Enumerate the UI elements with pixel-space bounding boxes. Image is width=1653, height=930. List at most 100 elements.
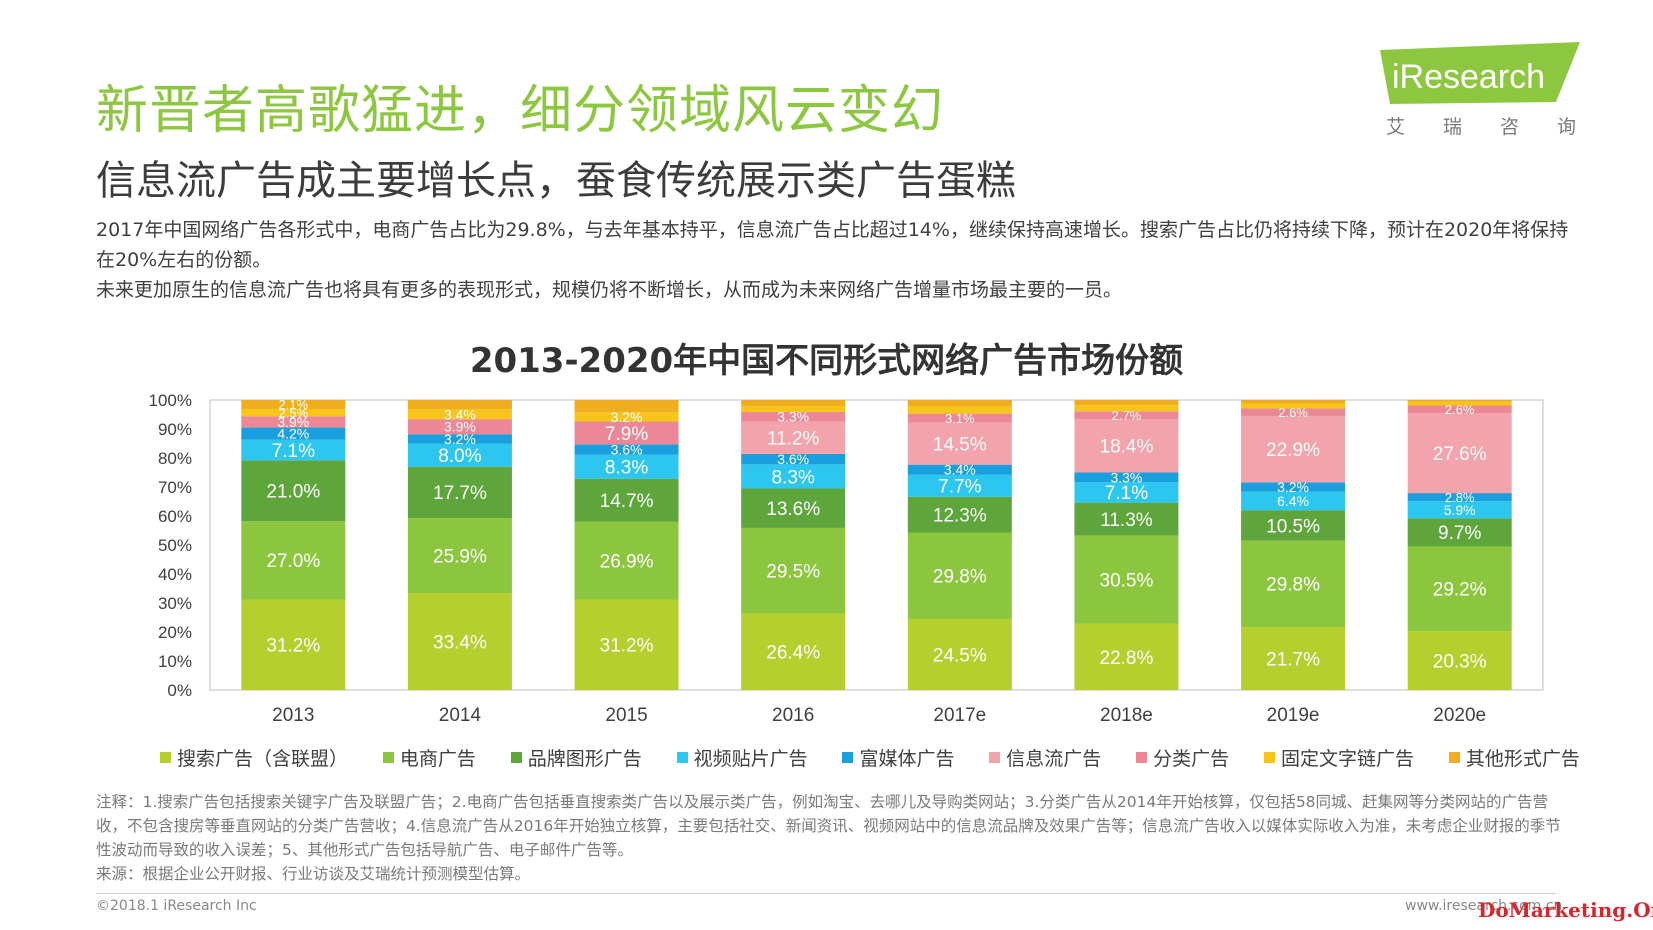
legend-item: 分类广告 xyxy=(1136,744,1229,771)
bar-segment xyxy=(1074,482,1179,503)
legend-label: 固定文字链广告 xyxy=(1281,748,1415,770)
legend-swatch xyxy=(510,752,522,763)
watermark-text: DoMarketing.Org xyxy=(1478,898,1653,922)
bar-segment xyxy=(1407,413,1512,494)
bar-segment xyxy=(241,439,346,461)
logo-cn-char: 艾 xyxy=(1386,116,1406,138)
bar-segment xyxy=(241,460,346,522)
x-tick-label: 2016 xyxy=(772,705,814,726)
legend-label: 富媒体广告 xyxy=(859,748,955,770)
bar-data-label: 11.2% xyxy=(767,429,820,450)
bar-data-label: 4.2% xyxy=(277,426,309,442)
bar-data-label: 3.2% xyxy=(444,431,476,447)
bar-data-label: 29.2% xyxy=(1433,580,1487,601)
bar-data-label: 3.2% xyxy=(611,409,643,425)
legend-swatch xyxy=(1136,752,1148,763)
bar-segment xyxy=(1074,419,1179,473)
bar-data-label: 2.5% xyxy=(278,405,308,420)
bar-segment xyxy=(907,464,1012,475)
website-link[interactable]: www.iresearch.com.cn xyxy=(1405,898,1563,914)
bar-data-label: 29.8% xyxy=(933,567,987,588)
bar-data-label: 3.2% xyxy=(1277,479,1309,495)
bar-segment xyxy=(907,618,1012,690)
bar-data-label: 10.5% xyxy=(1266,516,1320,537)
bar-segment xyxy=(1241,403,1346,409)
bar-data-label: 3.1% xyxy=(945,411,975,426)
legend-item: 搜索广告（含联盟） xyxy=(160,744,348,771)
x-tick-label: 2013 xyxy=(272,705,314,726)
bar-segment xyxy=(241,416,346,428)
bar-data-label: 22.8% xyxy=(1100,648,1154,669)
x-tick-label: 2017e xyxy=(933,705,986,726)
bar-segment xyxy=(574,412,679,422)
legend-label: 视频贴片广告 xyxy=(693,748,808,770)
bar-segment xyxy=(1407,405,1512,414)
bar-data-label: 18.4% xyxy=(1100,437,1154,458)
page-subheadline: 信息流广告成主要增长点，蚕食传统展示类广告蛋糕 xyxy=(96,158,1016,204)
page-headline: 新晋者高歌猛进，细分领域风云变幻 xyxy=(96,81,945,141)
bar-segment xyxy=(241,521,346,600)
bar-data-label: 8.3% xyxy=(772,467,815,488)
bar-segment xyxy=(407,466,512,519)
y-tick-label: 100% xyxy=(149,391,192,410)
x-tick-label: 2020e xyxy=(1433,705,1486,726)
bar-data-label: 3.3% xyxy=(777,409,809,425)
x-tick-label: 2018e xyxy=(1100,705,1153,726)
plot-area-frame xyxy=(209,399,1544,691)
bar-segment xyxy=(741,613,846,690)
bar-data-label: 29.5% xyxy=(766,562,820,583)
y-tick-label: 60% xyxy=(158,507,192,526)
bar-data-label: 3.4% xyxy=(444,406,476,422)
footer-divider xyxy=(96,893,1556,894)
legend-swatch xyxy=(1448,752,1460,763)
copyright-text: ©2018.1 iResearch Inc xyxy=(96,898,257,914)
legend-label: 电商广告 xyxy=(399,748,476,770)
bar-data-label: 21.7% xyxy=(1266,649,1320,670)
legend-item: 其他形式广告 xyxy=(1448,744,1580,771)
legend-item: 富媒体广告 xyxy=(842,744,954,771)
bar-data-label: 3.3% xyxy=(1110,469,1142,485)
legend-label: 搜索广告（含联盟） xyxy=(177,748,349,770)
y-tick-label: 30% xyxy=(158,594,192,613)
legend-swatch xyxy=(1264,752,1276,763)
legend-swatch xyxy=(842,752,854,763)
bar-data-label: 27.6% xyxy=(1433,444,1487,465)
bar-data-label: 26.9% xyxy=(600,551,654,572)
bar-data-label: 31.2% xyxy=(600,636,654,657)
bar-segment xyxy=(574,400,679,413)
bar-data-label: 12.3% xyxy=(933,506,987,527)
bar-data-label: 27.0% xyxy=(266,551,320,572)
bar-data-label: 7.7% xyxy=(938,477,981,498)
bar-segment xyxy=(1241,482,1346,492)
bar-data-label: 25.9% xyxy=(433,546,487,567)
bar-data-label: 7.9% xyxy=(605,424,648,445)
x-tick-label: 2014 xyxy=(439,705,482,726)
bar-data-label: 33.4% xyxy=(433,632,487,653)
bar-data-label: 24.5% xyxy=(933,645,987,666)
bar-data-label: 9.7% xyxy=(1438,523,1481,544)
bar-segment xyxy=(1241,491,1346,511)
legend-swatch xyxy=(676,752,688,763)
y-tick-label: 90% xyxy=(158,420,192,439)
bar-segment xyxy=(1241,627,1346,690)
bar-data-label: 21.0% xyxy=(266,482,320,503)
bar-segment xyxy=(1407,518,1512,547)
bar-segment xyxy=(741,453,846,465)
bar-data-label: 11.3% xyxy=(1100,510,1153,531)
bar-data-label: 2.6% xyxy=(1278,405,1308,420)
iresearch-logo-cn: 艾 瑞 咨 询 xyxy=(1386,112,1576,139)
bar-data-label: 3.9% xyxy=(277,414,309,430)
bar-data-label: 14.5% xyxy=(933,434,987,455)
intro-paragraph-1: 2017年中国网络广告各形式中，电商广告占比为29.8%，与去年基本持平，信息流… xyxy=(96,219,1569,271)
x-tick-label: 2019e xyxy=(1267,705,1320,726)
legend-item: 视频贴片广告 xyxy=(676,744,808,771)
legend-swatch xyxy=(989,752,1001,763)
bar-segment xyxy=(907,413,1012,423)
bar-segment xyxy=(1241,540,1346,628)
bar-segment xyxy=(1407,401,1512,406)
logo-cn-char: 询 xyxy=(1556,116,1576,138)
bar-data-label: 31.2% xyxy=(266,636,320,657)
bar-segment xyxy=(407,593,512,690)
bar-segment xyxy=(574,478,679,522)
bar-segment xyxy=(574,421,679,445)
